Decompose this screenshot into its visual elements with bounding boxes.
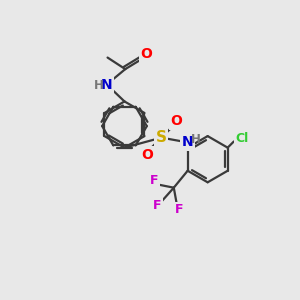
Text: O: O bbox=[140, 47, 152, 61]
Text: H: H bbox=[191, 133, 201, 146]
Text: F: F bbox=[150, 174, 159, 187]
Text: Cl: Cl bbox=[235, 132, 248, 145]
Text: F: F bbox=[175, 203, 183, 216]
Text: O: O bbox=[170, 115, 182, 128]
Text: H: H bbox=[94, 79, 104, 92]
Text: F: F bbox=[153, 199, 162, 212]
Text: S: S bbox=[156, 130, 167, 145]
Text: N: N bbox=[101, 77, 112, 92]
Text: N: N bbox=[182, 135, 194, 149]
Text: O: O bbox=[141, 148, 153, 162]
